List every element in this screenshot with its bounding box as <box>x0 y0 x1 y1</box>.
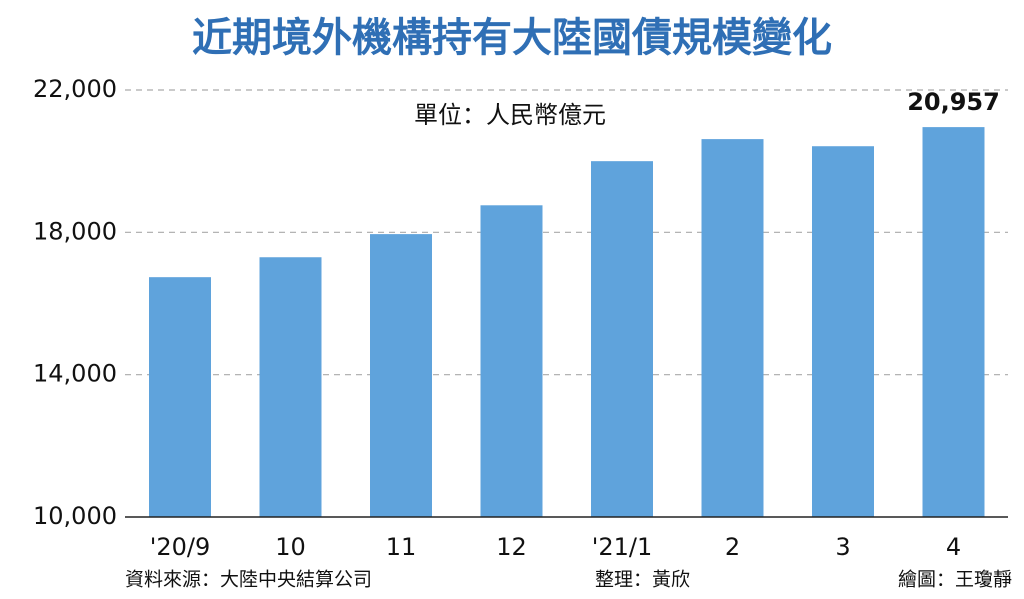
y-tick-label: 22,000 <box>33 75 117 103</box>
bar <box>812 146 874 517</box>
bar <box>922 127 985 518</box>
y-tick-label: 10,000 <box>33 502 117 530</box>
x-tick-label: '20/9 <box>150 533 211 561</box>
bar <box>370 234 432 518</box>
x-tick-label: 4 <box>946 533 961 561</box>
unit-label: 單位：人民幣億元 <box>414 101 606 129</box>
editor: 整理：黃欣 <box>595 569 690 591</box>
bar <box>701 139 764 518</box>
x-tick-label: '21/1 <box>592 533 653 561</box>
bar <box>149 277 211 517</box>
value-label: 20,957 <box>907 88 1000 116</box>
illustrator: 繪圖：王瓊靜 <box>898 569 1012 591</box>
chart-title: 近期境外機構持有大陸國債規模變化 <box>192 15 832 61</box>
bar <box>591 161 653 517</box>
x-tick-label: 10 <box>275 533 306 561</box>
source: 資料來源：大陸中央結算公司 <box>125 569 372 591</box>
bar <box>259 257 322 517</box>
x-tick-label: 12 <box>496 533 527 561</box>
x-tick-label: 11 <box>386 533 417 561</box>
x-tick-label: 3 <box>835 533 850 561</box>
y-tick-label: 18,000 <box>33 217 117 245</box>
y-tick-label: 14,000 <box>33 360 117 388</box>
bar <box>480 205 543 518</box>
x-tick-label: 2 <box>725 533 740 561</box>
